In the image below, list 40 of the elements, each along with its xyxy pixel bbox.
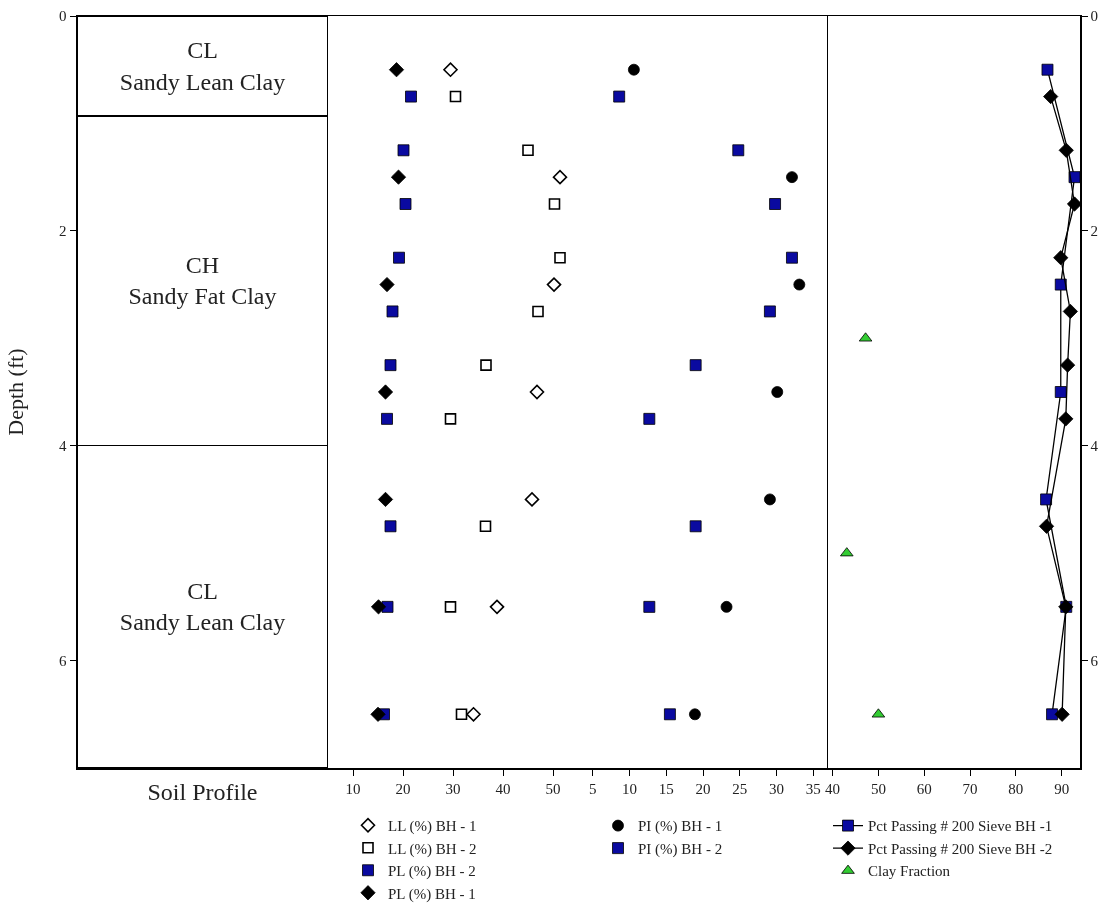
y-tick-label: 6 <box>1090 652 1099 669</box>
y-tick-label: 4 <box>59 437 67 454</box>
series-label: CH Sandy Fat Clay <box>128 252 277 310</box>
x-tick-label: 30 <box>769 780 785 797</box>
x-tick-label: 15 <box>658 780 674 797</box>
legend-label: LL (%) BH - 1 <box>388 818 477 836</box>
x-tick-label: 40 <box>495 780 511 797</box>
y-tick-label: 2 <box>59 223 67 240</box>
x-tick-label: 25 <box>732 780 748 797</box>
y-tick-label: 2 <box>1090 223 1098 240</box>
x-tick-label: 90 <box>1054 780 1070 797</box>
legend-label: Clay Fraction <box>868 863 951 880</box>
legend-label: Pct Passing # 200 Sieve BH -1 <box>868 818 1053 835</box>
legend-label: PL (%) BH - 2 <box>388 863 476 881</box>
x-tick-label: 80 <box>1008 780 1024 797</box>
y-tick-label: 6 <box>59 652 67 669</box>
x-tick-label: 20 <box>695 780 711 797</box>
x-tick-label: 20 <box>395 780 411 797</box>
legend-label: PI (%) BH - 2 <box>638 840 723 858</box>
x-tick-label: 50 <box>545 780 561 797</box>
y-tick-label: 4 <box>1090 437 1099 454</box>
x-tick-label: 10 <box>621 780 637 797</box>
x-tick-label: 70 <box>962 780 978 797</box>
x-tick-label: 40 <box>825 780 841 797</box>
series-label: CL Sandy Lean Clay <box>119 37 286 95</box>
x-axis-title: Soil Profile <box>147 778 258 805</box>
x-tick-label: 30 <box>445 780 461 797</box>
y-tick-label: 0 <box>1090 8 1098 25</box>
x-tick-label: 10 <box>345 780 361 797</box>
x-tick-label: 60 <box>916 780 932 797</box>
legend-label: PL (%) BH - 1 <box>388 885 476 903</box>
series-label: CL Sandy Lean Clay <box>119 578 286 636</box>
x-tick-label: 35 <box>805 780 821 797</box>
legend-label: LL (%) BH - 2 <box>388 840 477 858</box>
y-axis-title: Depth (ft) <box>2 348 28 436</box>
legend-label: Pct Passing # 200 Sieve BH -2 <box>868 840 1053 857</box>
x-tick-label: 50 <box>870 780 886 797</box>
x-tick-label: 5 <box>588 780 597 797</box>
legend-label: PI (%) BH - 1 <box>638 818 723 836</box>
y-tick-label: 0 <box>59 8 67 25</box>
